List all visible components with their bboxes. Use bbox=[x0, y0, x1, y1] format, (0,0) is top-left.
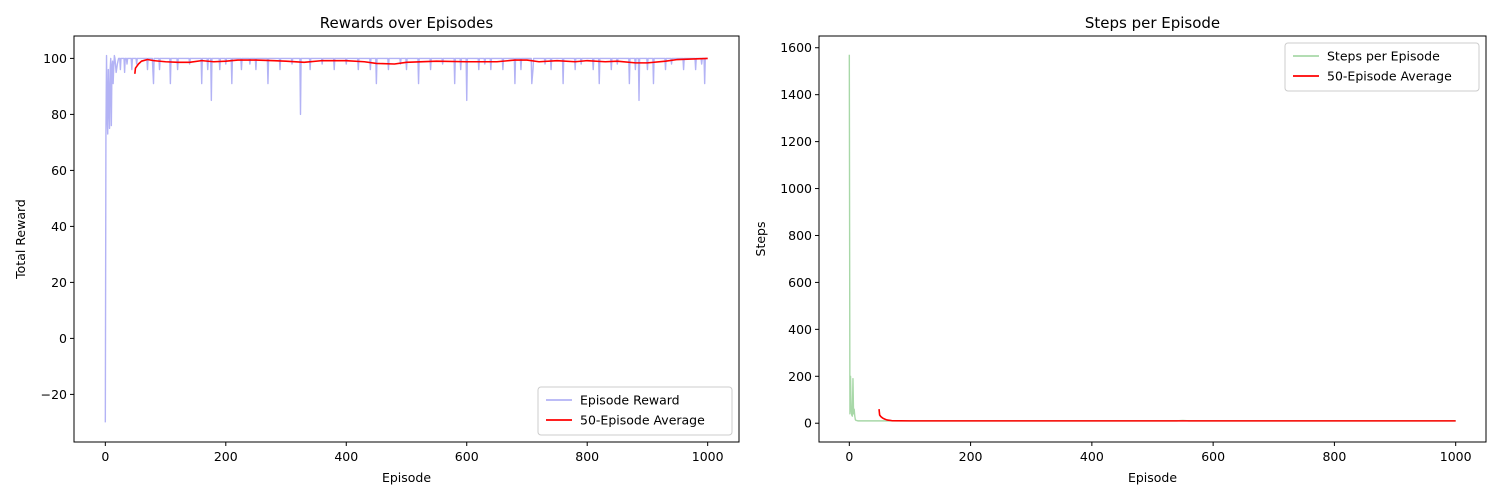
x-tick-label: 400 bbox=[1080, 449, 1104, 464]
x-axis-label: Episode bbox=[382, 470, 431, 485]
y-tick-label: −20 bbox=[41, 387, 67, 402]
y-tick-label: 0 bbox=[804, 416, 812, 431]
x-tick-label: 800 bbox=[575, 449, 599, 464]
series-line-1-0 bbox=[848, 54, 1456, 422]
series-line-0-0 bbox=[104, 54, 708, 423]
legend-label: Steps per Episode bbox=[1327, 49, 1440, 64]
legend: Episode Reward 50-Episode Average bbox=[537, 386, 733, 436]
x-tick-label: 200 bbox=[959, 449, 983, 464]
y-tick-label: 1600 bbox=[780, 40, 812, 55]
legend-label: 50-Episode Average bbox=[1327, 69, 1452, 84]
y-axis-label: Total Reward bbox=[13, 199, 28, 280]
chart-0: 0 200 400 600 800 1000 −20 0 20 40 60 80 100 Rewards … bbox=[13, 14, 740, 485]
x-tick-label: 0 bbox=[845, 449, 853, 464]
legend-label: 50-Episode Average bbox=[580, 413, 705, 428]
legend-box bbox=[537, 386, 733, 436]
y-tick-label: 200 bbox=[788, 369, 812, 384]
x-tick-label: 0 bbox=[101, 449, 109, 464]
x-tick-label: 1000 bbox=[1440, 449, 1472, 464]
y-tick-label: 1400 bbox=[780, 87, 812, 102]
series-line-0-1 bbox=[134, 57, 708, 74]
chart-title: Steps per Episode bbox=[1085, 14, 1220, 32]
y-tick-label: 1000 bbox=[780, 181, 812, 196]
chart-title: Rewards over Episodes bbox=[320, 14, 494, 32]
x-tick-label: 200 bbox=[214, 449, 238, 464]
axes-frame bbox=[73, 35, 740, 443]
legend-label: Episode Reward bbox=[580, 393, 680, 408]
x-tick-label: 600 bbox=[455, 449, 479, 464]
y-tick-label: 60 bbox=[51, 163, 67, 178]
x-tick-label: 800 bbox=[1322, 449, 1346, 464]
legend: Steps per Episode 50-Episode Average bbox=[1284, 42, 1480, 92]
y-tick-label: 600 bbox=[788, 275, 812, 290]
y-tick-label: 20 bbox=[51, 275, 67, 290]
x-tick-label: 1000 bbox=[692, 449, 724, 464]
y-tick-label: 40 bbox=[51, 219, 67, 234]
y-tick-label: 0 bbox=[59, 331, 67, 346]
chart-1: 0 200 400 600 800 1000 0 200 400 600 800 1000 1200 14… bbox=[753, 14, 1487, 485]
y-tick-label: 1200 bbox=[780, 134, 812, 149]
x-axis-label: Episode bbox=[1128, 470, 1177, 485]
series-line-1-1 bbox=[878, 409, 1456, 422]
x-tick-label: 400 bbox=[334, 449, 358, 464]
y-tick-label: 100 bbox=[43, 51, 67, 66]
y-tick-label: 800 bbox=[788, 228, 812, 243]
x-tick-label: 600 bbox=[1201, 449, 1225, 464]
y-axis-label: Steps bbox=[753, 222, 768, 257]
y-tick-label: 80 bbox=[51, 107, 67, 122]
axes-frame bbox=[818, 35, 1487, 443]
y-tick-label: 400 bbox=[788, 322, 812, 337]
legend-box bbox=[1284, 42, 1480, 92]
